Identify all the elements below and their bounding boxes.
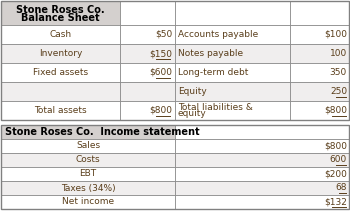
Text: Fixed assets: Fixed assets <box>33 68 88 77</box>
Text: 100: 100 <box>330 49 347 58</box>
Bar <box>175 181 349 195</box>
Text: Equity: Equity <box>178 87 207 96</box>
Text: Cash: Cash <box>49 30 71 39</box>
Text: Total assets: Total assets <box>34 106 87 115</box>
Bar <box>175 101 290 120</box>
Bar <box>290 82 349 101</box>
Bar <box>290 44 349 63</box>
Bar <box>120 82 175 101</box>
Bar <box>1 125 349 209</box>
Text: $600: $600 <box>149 68 172 77</box>
Bar <box>175 25 290 44</box>
Bar <box>120 1 175 25</box>
Text: 68: 68 <box>336 184 347 192</box>
Text: 350: 350 <box>330 68 347 77</box>
Bar <box>1 82 120 101</box>
Text: equity: equity <box>178 110 207 119</box>
Bar <box>175 139 349 153</box>
Text: 600: 600 <box>330 156 347 165</box>
Text: Inventory: Inventory <box>39 49 82 58</box>
Bar <box>175 82 290 101</box>
Bar <box>1 63 120 82</box>
Text: 250: 250 <box>330 87 347 96</box>
Bar <box>1 139 175 153</box>
Bar <box>120 25 175 44</box>
Text: $200: $200 <box>324 170 347 178</box>
Bar <box>120 63 175 82</box>
Text: Stone Roses Co.  Income statement: Stone Roses Co. Income statement <box>5 127 199 137</box>
Bar <box>1 101 120 120</box>
Bar <box>175 44 290 63</box>
Bar <box>175 1 290 25</box>
Bar <box>290 25 349 44</box>
Bar <box>1 195 175 209</box>
Bar <box>290 63 349 82</box>
Bar <box>1 181 175 195</box>
Text: $150: $150 <box>149 49 172 58</box>
Text: $800: $800 <box>324 141 347 151</box>
Bar <box>290 101 349 120</box>
Text: EBT: EBT <box>79 170 97 178</box>
Bar <box>1 25 120 44</box>
Text: $100: $100 <box>324 30 347 39</box>
Bar <box>175 125 349 139</box>
Bar <box>175 63 290 82</box>
Text: Net income: Net income <box>62 197 114 206</box>
Text: $800: $800 <box>149 106 172 115</box>
Text: $800: $800 <box>324 106 347 115</box>
Text: $132: $132 <box>324 197 347 206</box>
Text: $50: $50 <box>155 30 172 39</box>
Bar <box>1 153 175 167</box>
Text: Sales: Sales <box>76 141 100 151</box>
Bar <box>120 44 175 63</box>
Bar <box>120 101 175 120</box>
Text: Stone Roses Co.: Stone Roses Co. <box>16 5 105 15</box>
Text: Notes payable: Notes payable <box>178 49 243 58</box>
Bar <box>290 1 349 25</box>
Text: Long-term debt: Long-term debt <box>178 68 248 77</box>
Bar <box>175 153 349 167</box>
Bar <box>1 1 349 120</box>
Text: Balance Sheet: Balance Sheet <box>21 13 100 23</box>
Bar <box>1 44 120 63</box>
Bar <box>175 167 349 181</box>
Text: Total liabilities &: Total liabilities & <box>178 103 253 112</box>
Text: Taxes (34%): Taxes (34%) <box>61 184 115 192</box>
Bar <box>1 1 120 25</box>
Bar <box>175 195 349 209</box>
Text: Accounts payable: Accounts payable <box>178 30 258 39</box>
Text: Costs: Costs <box>76 156 100 165</box>
Bar <box>1 125 175 139</box>
Bar <box>1 167 175 181</box>
